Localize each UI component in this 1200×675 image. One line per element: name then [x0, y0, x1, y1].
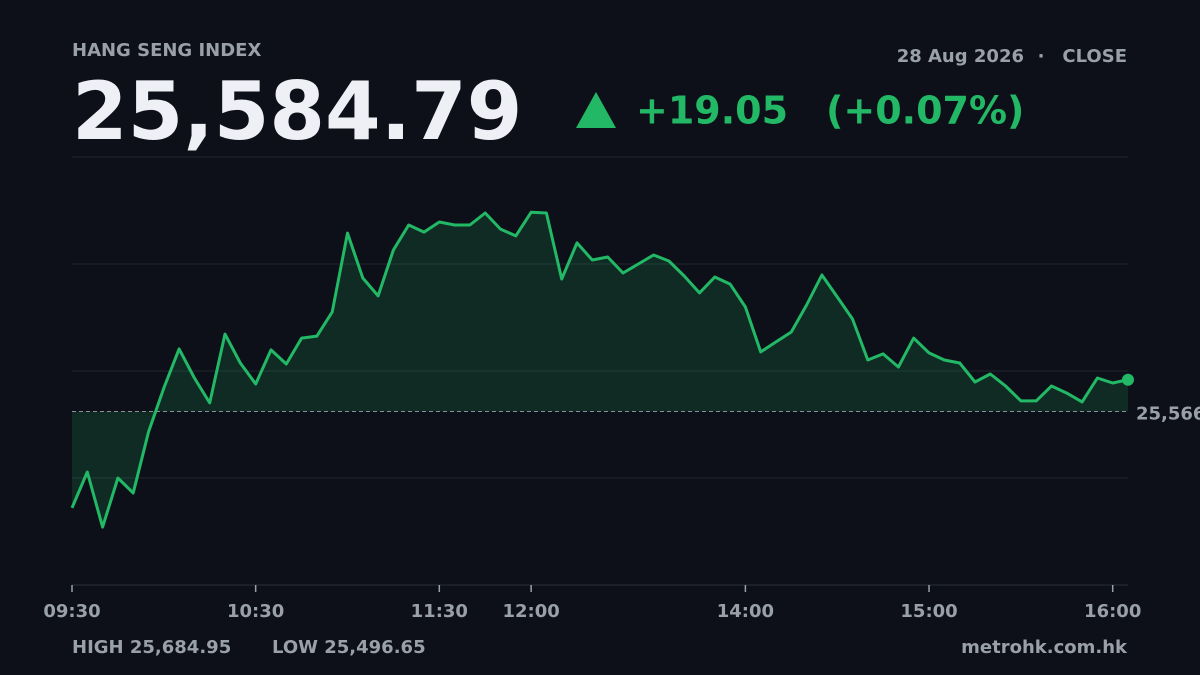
- low: LOW 25,496.65: [272, 637, 426, 658]
- up-arrow: [576, 92, 616, 128]
- high: HIGH 25,684.95: [72, 637, 231, 658]
- previous-close-label: 25,566: [1136, 404, 1200, 425]
- area: [72, 212, 1128, 528]
- x-tick-label: 15:00: [900, 601, 957, 622]
- x-tick-label: 09:30: [43, 601, 100, 622]
- session: CLOSE: [1062, 46, 1127, 67]
- date: 28 Aug 2026: [897, 46, 1024, 67]
- index-title: HANG SENG INDEX: [72, 40, 261, 61]
- separator: ·: [1038, 46, 1045, 67]
- price: 25,584.79: [72, 65, 522, 158]
- x-tick-label: 11:30: [411, 601, 468, 622]
- x-tick-label: 12:00: [502, 601, 559, 622]
- x-tick-label: 10:30: [227, 601, 284, 622]
- x-tick-label: 16:00: [1084, 601, 1141, 622]
- change: +19.05: [636, 89, 788, 133]
- x-tick-label: 14:00: [717, 601, 774, 622]
- change-percent: (+0.07%): [826, 89, 1024, 133]
- source: metrohk.com.hk: [961, 637, 1128, 658]
- last-point: [1122, 373, 1134, 386]
- price-line: [70, 210, 1129, 529]
